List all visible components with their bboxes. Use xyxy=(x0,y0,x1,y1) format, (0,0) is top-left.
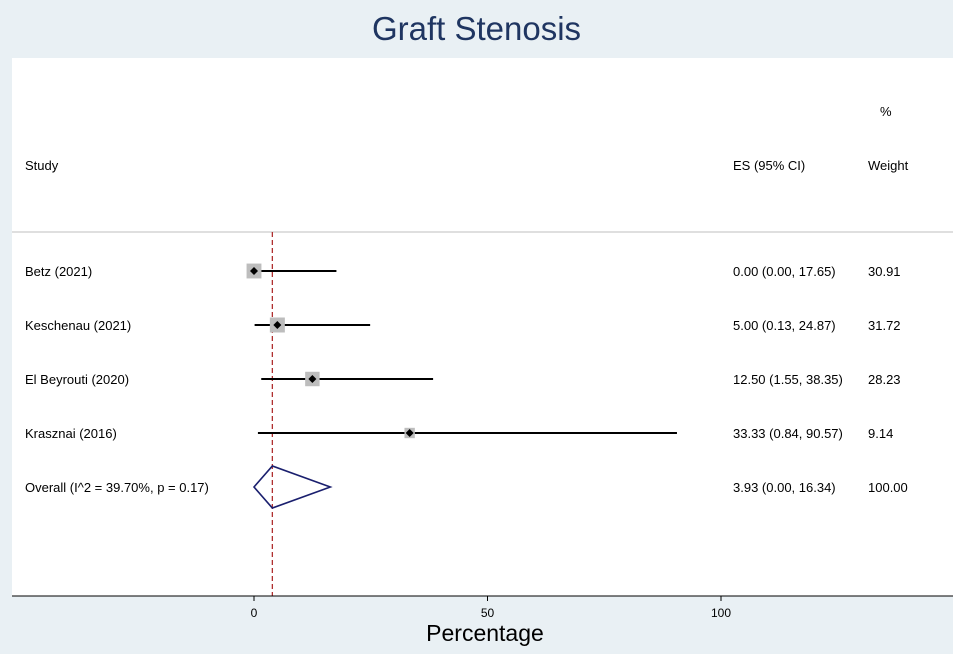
weight-label: 28.23 xyxy=(868,372,901,387)
x-axis-label: Percentage xyxy=(426,620,544,646)
study-header: Study xyxy=(25,158,59,173)
x-axis-ticks: 0 50 100 xyxy=(251,596,731,620)
chart-title: Graft Stenosis xyxy=(371,10,582,47)
es-ci-label: 33.33 (0.84, 90.57) xyxy=(733,426,843,441)
x-tick-label: 0 xyxy=(251,606,258,620)
overall-weight-label: 100.00 xyxy=(868,480,908,495)
title-band: Graft Stenosis xyxy=(0,0,953,58)
weight-header-percent: % xyxy=(880,104,892,119)
overall-es-label: 3.93 (0.00, 16.34) xyxy=(733,480,836,495)
point-estimate xyxy=(405,429,414,437)
point-estimate xyxy=(273,321,282,329)
es-ci-label: 12.50 (1.55, 38.35) xyxy=(733,372,843,387)
overall-diamond xyxy=(252,465,333,509)
weight-label: 31.72 xyxy=(868,318,901,333)
chart-marks: Betz (2021) 0.00 (0.00, 17.65) 30.91 Kesche… xyxy=(25,232,908,596)
weight-label: 30.91 xyxy=(868,264,901,279)
es-header: ES (95% CI) xyxy=(733,158,805,173)
es-ci-label: 0.00 (0.00, 17.65) xyxy=(733,264,836,279)
study-label: El Beyrouti (2020) xyxy=(25,372,129,387)
study-label: Krasznai (2016) xyxy=(25,426,117,441)
overall-label: Overall (I^2 = 39.70%, p = 0.17) xyxy=(25,480,209,495)
study-label: Keschenau (2021) xyxy=(25,318,131,333)
weight-header: Weight xyxy=(868,158,909,173)
es-ci-label: 5.00 (0.13, 24.87) xyxy=(733,318,836,333)
study-label: Betz (2021) xyxy=(25,264,92,279)
weight-label: 9.14 xyxy=(868,426,893,441)
point-estimate xyxy=(308,375,317,383)
x-tick-label: 50 xyxy=(481,606,495,620)
point-estimate xyxy=(250,267,258,275)
x-tick-label: 100 xyxy=(711,606,731,620)
plot-area xyxy=(12,58,953,596)
